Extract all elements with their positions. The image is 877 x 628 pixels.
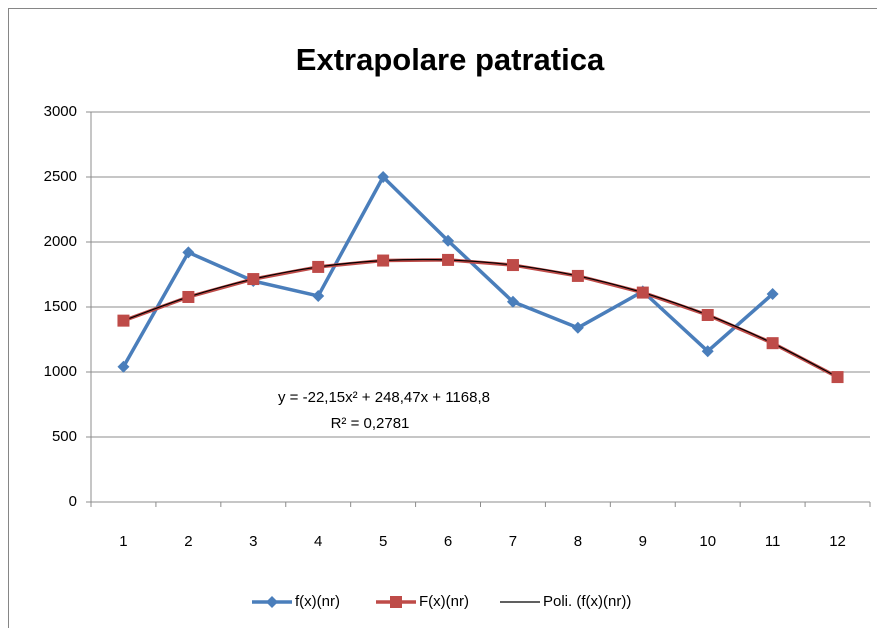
y-tick-label: 2500 xyxy=(44,168,77,185)
point xyxy=(182,290,195,303)
x-tick-label: 4 xyxy=(314,533,322,550)
point xyxy=(701,308,714,321)
point xyxy=(377,171,390,183)
legend-label: Poli. (f(x)(nr)) xyxy=(543,593,631,610)
point xyxy=(571,269,584,282)
point xyxy=(766,288,779,300)
y-tick-label: 2000 xyxy=(44,233,77,250)
x-tick-label: 11 xyxy=(765,533,781,550)
point xyxy=(377,254,390,267)
point xyxy=(117,360,130,373)
point xyxy=(266,596,278,608)
point xyxy=(766,337,779,350)
point xyxy=(831,371,844,384)
x-tick-label: 12 xyxy=(829,533,846,550)
y-tick-label: 500 xyxy=(52,428,77,445)
point xyxy=(312,260,325,273)
y-tick-label: 1000 xyxy=(44,363,77,380)
point xyxy=(117,314,130,327)
trend-r-squared: R² = 0,2781 xyxy=(331,415,410,432)
point xyxy=(506,295,519,308)
x-tick-label: 2 xyxy=(184,533,192,550)
x-tick-label: 8 xyxy=(574,533,582,550)
x-tick-label: 1 xyxy=(119,533,127,550)
legend-label: f(x)(nr) xyxy=(295,593,340,610)
point xyxy=(701,345,714,358)
y-tick-label: 0 xyxy=(69,493,77,510)
point xyxy=(390,596,402,608)
x-tick-label: 10 xyxy=(699,533,716,550)
trend-line xyxy=(123,258,838,378)
point xyxy=(312,289,325,302)
point xyxy=(182,246,195,259)
x-tick-label: 3 xyxy=(249,533,257,550)
x-tick-label: 7 xyxy=(509,533,517,550)
x-tick-label: 5 xyxy=(379,533,387,550)
point xyxy=(442,234,455,247)
point xyxy=(247,273,260,286)
point xyxy=(506,259,519,272)
x-tick-label: 6 xyxy=(444,533,452,550)
trend-equation: y = -22,15x² + 248,47x + 1168,8 xyxy=(278,389,490,406)
x-tick-label: 9 xyxy=(639,533,647,550)
point xyxy=(636,286,649,299)
point xyxy=(442,253,455,266)
y-tick-label: 1500 xyxy=(44,298,77,315)
point xyxy=(571,321,584,334)
chart-title: Extrapolare patratica xyxy=(296,42,605,77)
legend-label: F(x)(nr) xyxy=(419,593,469,610)
y-tick-label: 3000 xyxy=(44,103,77,120)
